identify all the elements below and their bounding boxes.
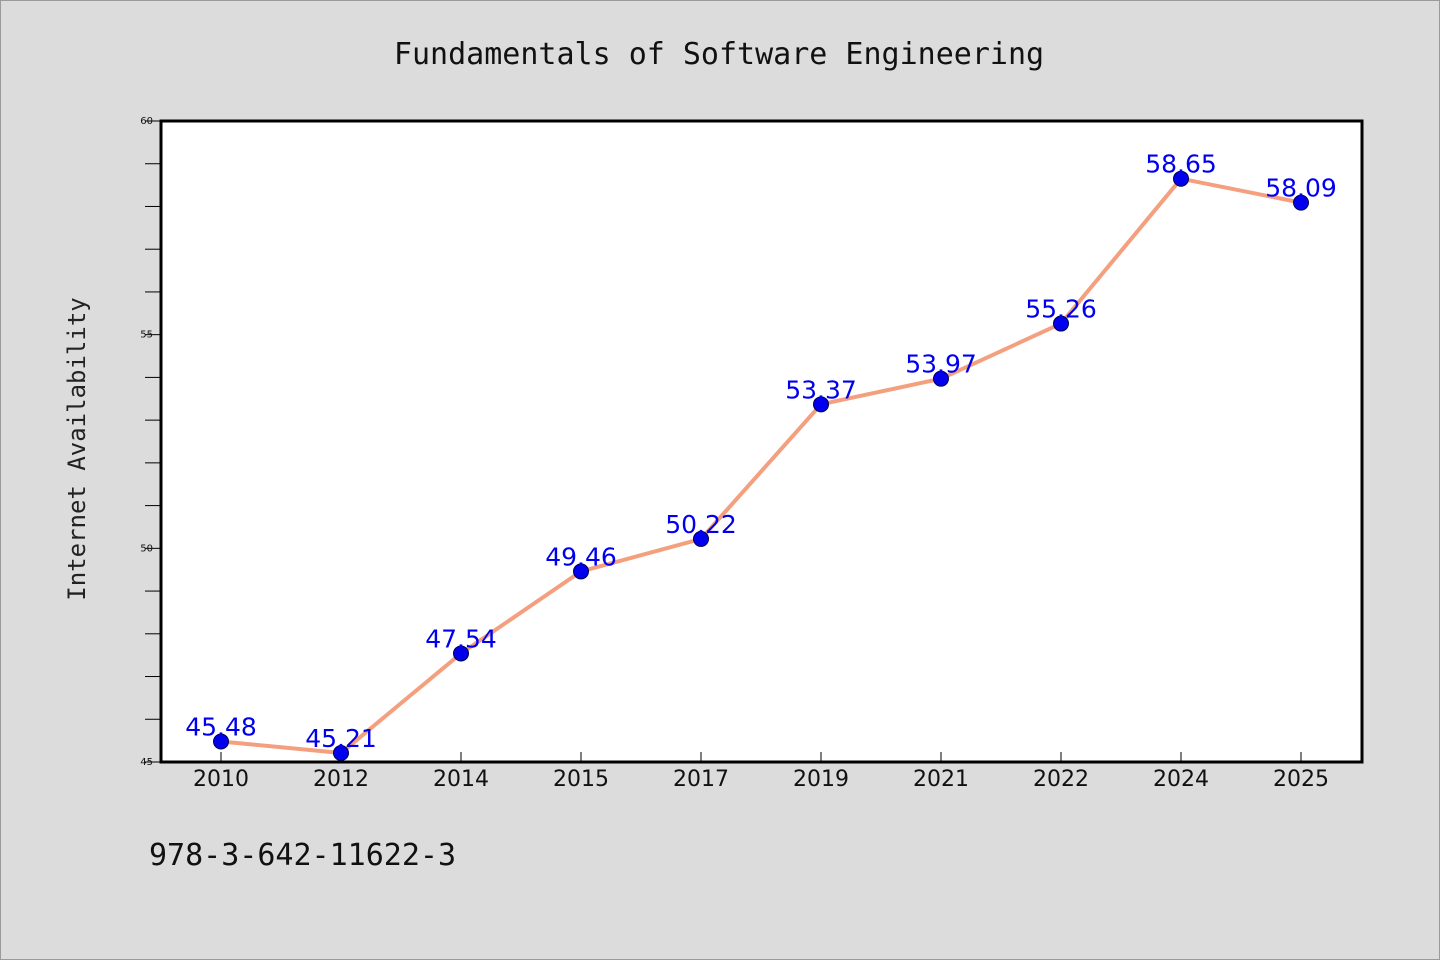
x-tick-label: 2025 — [1273, 767, 1329, 792]
data-label: 55.26 — [1025, 295, 1097, 324]
data-point — [693, 530, 709, 547]
data-label: 53.37 — [785, 375, 857, 404]
y-tick-label: 60 — [140, 116, 153, 127]
data-point — [213, 733, 229, 750]
data-point — [813, 396, 829, 413]
series-layer — [213, 170, 1309, 762]
y-tick-label: 45 — [140, 757, 153, 768]
x-axis-ticks: 2010 2012 2014 2015 2017 2019 2021 2022 2024 2025 — [193, 752, 1329, 792]
data-label-layer: 45.48 45.21 47.54 49.46 50.22 53.37 53.97 55.26… — [185, 150, 1337, 753]
data-label: 58.09 — [1265, 174, 1337, 203]
y-tick-label: 55 — [140, 330, 153, 341]
data-label: 45.21 — [305, 724, 377, 753]
data-label: 53.97 — [905, 350, 977, 379]
plot-area — [159, 119, 1364, 764]
data-label: 45.48 — [185, 712, 257, 741]
data-label: 58.65 — [1145, 150, 1217, 179]
series-line — [219, 176, 1303, 756]
data-point — [573, 563, 589, 580]
data-point — [1293, 194, 1309, 211]
chart-title: Fundamentals of Software Engineering — [394, 37, 1044, 72]
data-label: 47.54 — [425, 624, 497, 653]
x-tick-label: 2010 — [193, 767, 249, 792]
data-point — [1173, 170, 1189, 187]
y-axis-ticks: 45 50 55 60 — [140, 116, 161, 768]
x-tick-label: 2019 — [793, 767, 849, 792]
data-label: 50.22 — [665, 510, 737, 539]
x-tick-label: 2012 — [313, 767, 369, 792]
x-tick-label: 2014 — [433, 767, 489, 792]
y-tick-label: 50 — [140, 543, 153, 554]
x-tick-label: 2021 — [913, 767, 969, 792]
x-tick-label: 2022 — [1033, 767, 1089, 792]
x-tick-label: 2017 — [673, 767, 729, 792]
x-tick-label: 2024 — [1153, 767, 1209, 792]
data-point — [453, 645, 469, 662]
data-point — [333, 745, 349, 762]
data-label: 49.46 — [545, 542, 617, 571]
footer-isbn: 978-3-642-11622-3 — [149, 838, 456, 873]
data-point — [933, 370, 949, 387]
y-axis-label: Internet Availability — [63, 297, 91, 600]
x-tick-label: 2015 — [553, 767, 609, 792]
data-point — [1053, 315, 1069, 332]
